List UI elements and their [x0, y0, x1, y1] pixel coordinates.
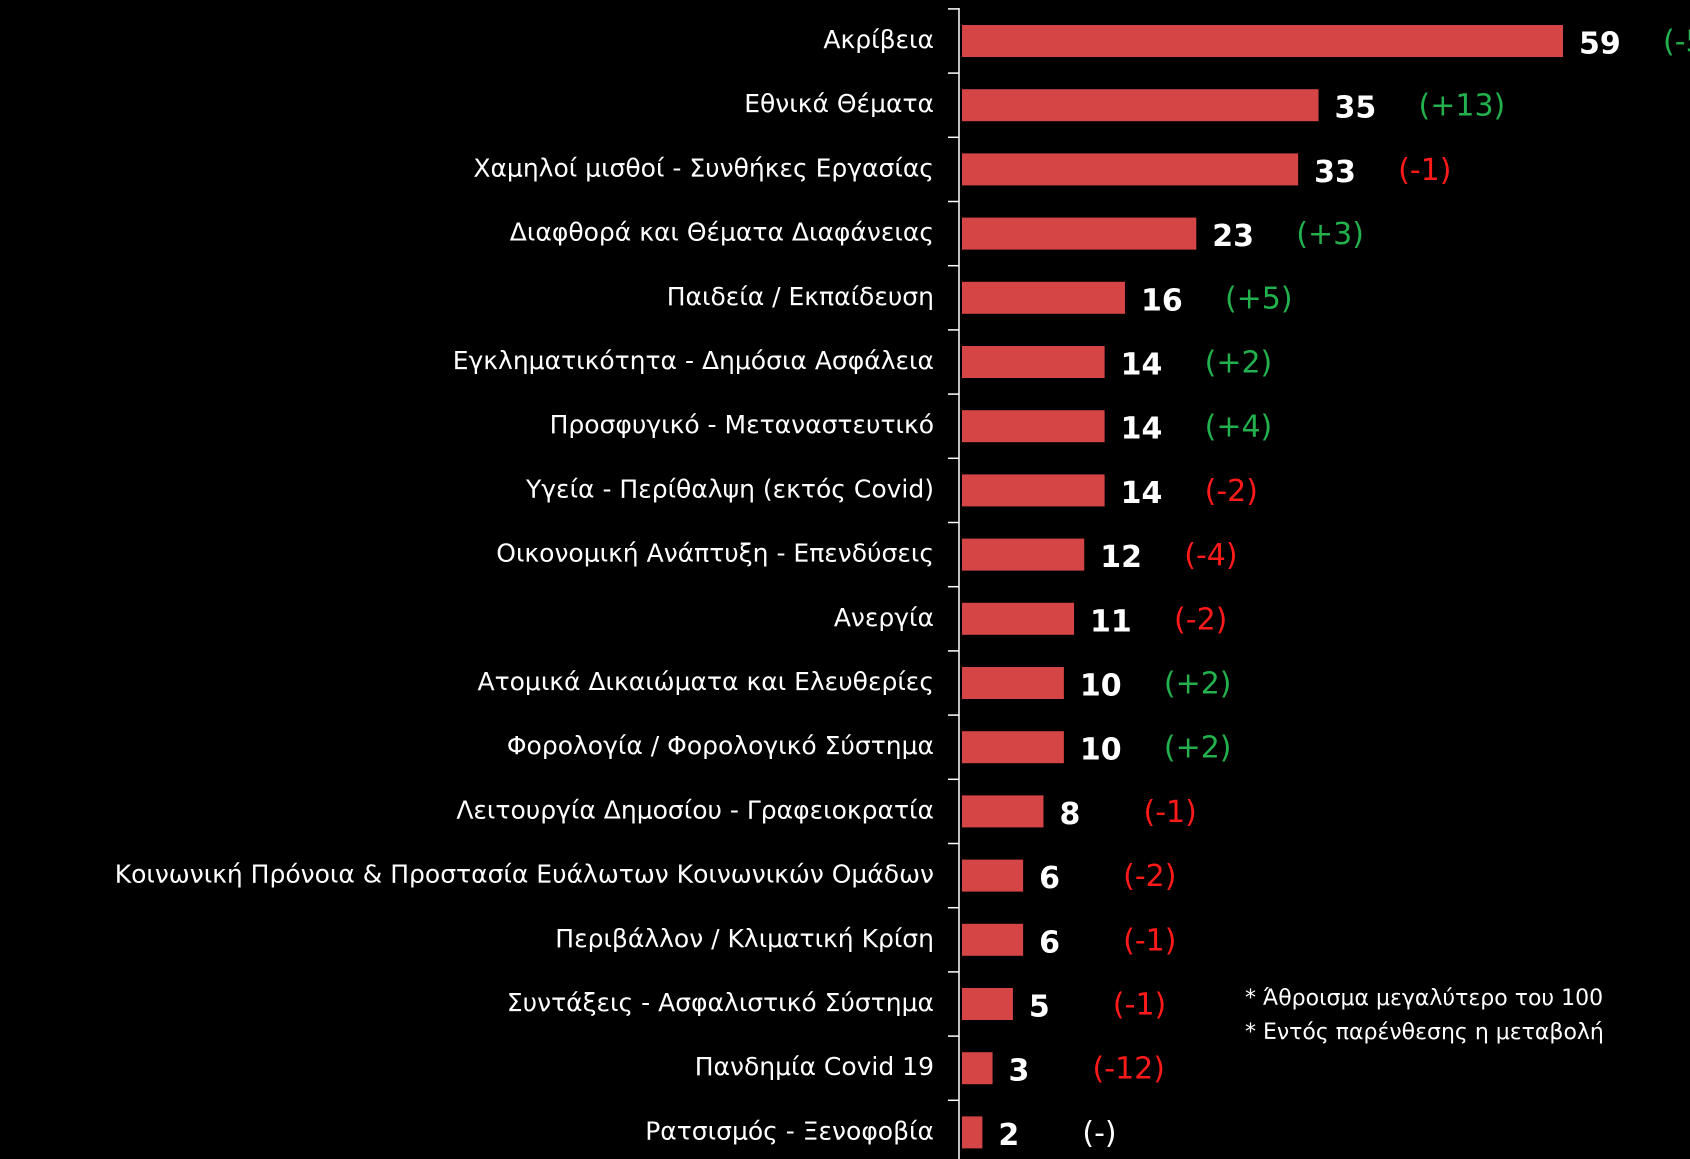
value-label: 14	[1121, 348, 1163, 383]
category-label: Παιδεία / Εκπαίδευση	[667, 282, 934, 311]
bar	[962, 859, 1024, 892]
category-label: Εγκληματικότητα - Δημόσια Ασφάλεια	[453, 346, 934, 375]
change-label: (-2)	[1205, 474, 1258, 509]
value-label: 3	[1009, 1054, 1030, 1089]
category-label: Ακρίβεια	[823, 25, 934, 54]
change-label: (+4)	[1205, 410, 1273, 445]
bar	[962, 602, 1075, 635]
bar	[962, 217, 1197, 250]
bar	[962, 1116, 983, 1149]
category-label: Ατομικά Δικαιώματα και Ελευθερίες	[477, 667, 934, 696]
change-label: (-1)	[1398, 153, 1451, 188]
value-label: 5	[1029, 990, 1050, 1025]
change-label: (-4)	[1184, 538, 1237, 573]
value-label: 23	[1212, 219, 1254, 254]
category-label: Κοινωνική Πρόνοια & Προστασία Ευάλωτων Κ…	[115, 860, 934, 889]
change-label: (+2)	[1164, 731, 1232, 766]
value-label: 14	[1121, 412, 1163, 447]
value-label: 11	[1090, 604, 1132, 639]
value-label: 10	[1080, 669, 1122, 704]
category-label: Περιβάλλον / Κλιματική Κρίση	[555, 924, 934, 953]
bar	[962, 25, 1563, 57]
category-label: Συντάξεις - Ασφαλιστικό Σύστημα	[507, 988, 934, 1017]
bar	[962, 923, 1024, 956]
category-label: Λειτουργία Δημοσίου - Γραφειοκρατία	[456, 795, 934, 824]
category-label: Διαφθορά και Θέματα Διαφάνειας	[510, 218, 934, 247]
bar	[962, 474, 1105, 507]
note: * Άθροισμα μεγαλύτερο του 100	[1245, 986, 1603, 1011]
change-label: (+13)	[1419, 89, 1506, 124]
value-label: 10	[1080, 733, 1122, 768]
category-label: Εθνικά Θέματα	[744, 89, 934, 118]
change-label: (-12)	[1093, 1052, 1165, 1087]
bar	[962, 988, 1013, 1020]
change-label: (+2)	[1164, 667, 1232, 702]
change-label: (+2)	[1205, 346, 1273, 381]
bar	[962, 538, 1085, 571]
category-label: Οικονομική Ανάπτυξη - Επενδύσεις	[496, 539, 934, 568]
bar	[962, 153, 1299, 186]
value-label: 6	[1039, 925, 1060, 960]
note: * Εντός παρένθεσης η μεταβολή	[1245, 1020, 1604, 1045]
value-label: 59	[1579, 27, 1621, 62]
change-label: (-5)	[1663, 25, 1690, 60]
category-label: Προσφυγικό - Μεταναστευτικό	[550, 410, 934, 439]
category-label: Ρατσισμός - Ξενοφοβία	[645, 1116, 934, 1145]
bar	[962, 281, 1125, 314]
bar	[962, 346, 1105, 378]
value-label: 35	[1335, 91, 1377, 126]
bar	[962, 410, 1105, 443]
category-label: Ανεργία	[834, 603, 934, 632]
bar	[962, 1052, 993, 1085]
value-label: 33	[1314, 155, 1356, 190]
category-label: Πανδημία Covid 19	[695, 1052, 934, 1081]
bar	[962, 795, 1044, 828]
bar	[962, 89, 1319, 122]
change-label: (+5)	[1225, 281, 1293, 316]
change-label: (-1)	[1113, 988, 1166, 1023]
category-label: Υγεία - Περίθαλψη (εκτός Covid)	[525, 474, 934, 503]
value-label: 8	[1059, 797, 1080, 832]
bar	[962, 667, 1064, 699]
change-label: (-1)	[1143, 795, 1196, 830]
value-label: 2	[998, 1118, 1019, 1153]
value-label: 12	[1100, 540, 1142, 575]
category-label: Χαμηλοί μισθοί - Συνθήκες Εργασίας	[473, 153, 934, 182]
change-label: (-1)	[1123, 923, 1176, 958]
bar	[962, 731, 1064, 764]
value-label: 14	[1121, 476, 1163, 511]
change-label: (+3)	[1296, 217, 1364, 252]
category-label: Φορολογία / Φορολογικό Σύστημα	[507, 731, 934, 760]
value-label: 16	[1141, 283, 1183, 318]
value-label: 6	[1039, 861, 1060, 896]
change-label: (-)	[1082, 1116, 1116, 1151]
change-label: (-2)	[1123, 859, 1176, 894]
change-label: (-2)	[1174, 602, 1227, 637]
